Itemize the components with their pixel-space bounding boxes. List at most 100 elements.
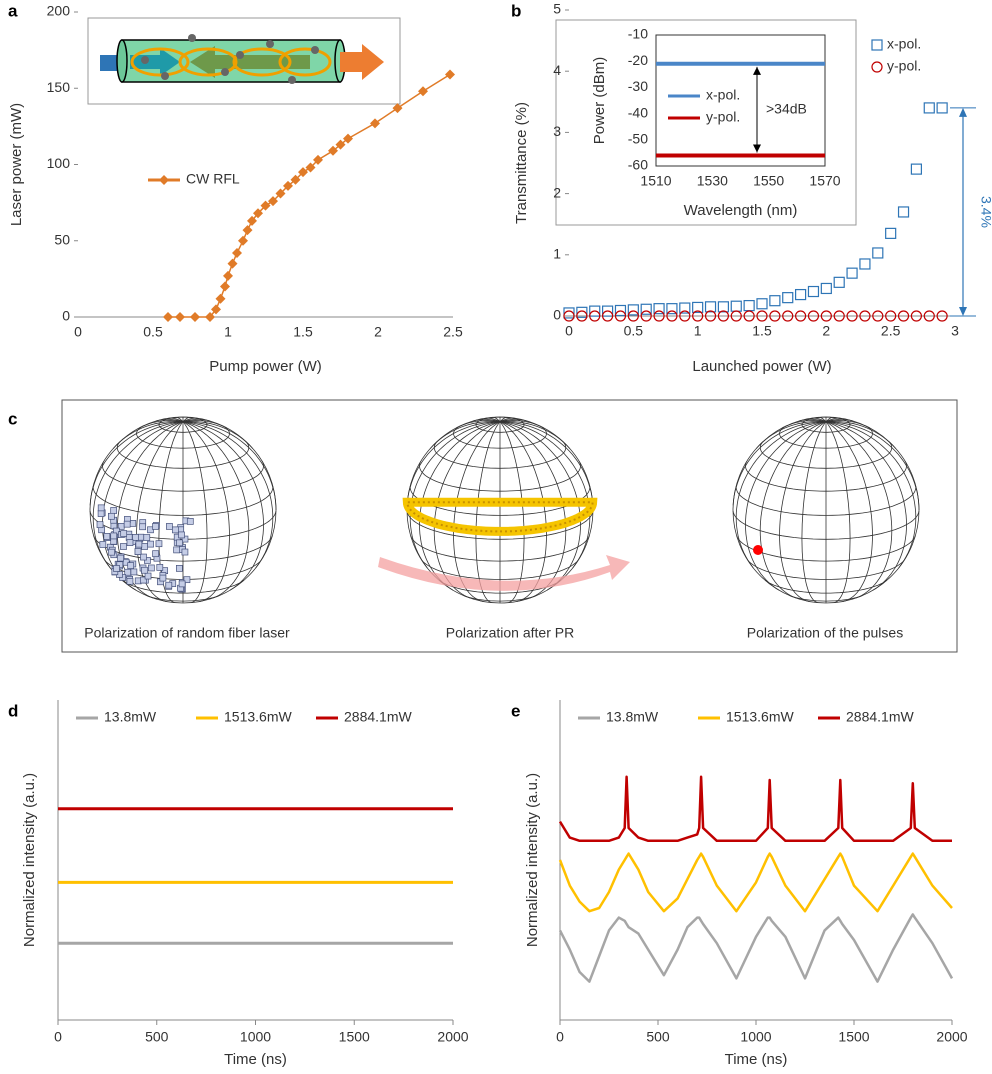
polarization-state	[113, 565, 120, 572]
marker	[614, 304, 627, 317]
marker	[313, 154, 323, 165]
marker	[260, 200, 271, 211]
arrow-head	[959, 107, 967, 117]
y-tick-label: -30	[628, 78, 648, 94]
y-tick-label: -20	[628, 52, 648, 68]
marker	[859, 258, 871, 270]
sphere-grid	[745, 461, 907, 492]
marker	[794, 288, 807, 301]
marker	[227, 258, 238, 269]
marker	[283, 180, 293, 191]
panel-c-frame	[61, 399, 958, 653]
polarization-state	[132, 534, 139, 541]
series-line	[168, 73, 451, 318]
marker	[305, 162, 316, 173]
y-tick-label: 150	[47, 79, 71, 95]
marker	[872, 310, 884, 322]
x-tick-label: 1500	[339, 1029, 370, 1045]
polarization-state	[166, 523, 173, 530]
output-arrow	[340, 44, 384, 80]
marker	[343, 133, 353, 144]
polarization-state	[127, 562, 135, 569]
x-tick-label: 500	[646, 1029, 670, 1045]
sphere-grid	[182, 421, 208, 603]
marker	[692, 310, 704, 322]
x-axis-title: Launched power (W)	[692, 358, 831, 375]
x-tick-label: 2000	[936, 1029, 967, 1045]
marker	[163, 312, 173, 322]
marker	[335, 139, 346, 150]
y-axis-title: Normalized intensity (a.u.)	[21, 773, 38, 947]
polarization-state	[97, 510, 105, 517]
polarization-state	[139, 523, 146, 531]
x-tick-label: 500	[145, 1029, 169, 1045]
legend-label: x-pol.	[887, 36, 921, 52]
marker	[871, 61, 883, 73]
marker	[730, 300, 742, 312]
sphere-grid	[182, 417, 198, 423]
marker	[576, 306, 588, 318]
marker	[859, 310, 871, 322]
marker	[923, 102, 935, 114]
marker	[730, 310, 742, 322]
y-tick-label: -10	[628, 26, 648, 42]
marker	[743, 310, 755, 322]
marker	[910, 163, 923, 175]
marker	[640, 303, 652, 315]
y-tick-label: 2	[553, 184, 561, 200]
sphere-grid	[499, 417, 515, 423]
polarization-state	[159, 574, 167, 582]
polarization-state	[181, 548, 189, 556]
sphere-grid	[410, 535, 590, 562]
legend-label: y-pol.	[887, 58, 921, 74]
arrow-head	[753, 144, 761, 153]
sphere-grid	[499, 421, 571, 449]
marker	[238, 235, 248, 246]
x-tick-label: 0	[54, 1029, 62, 1045]
x-tick-label: 2	[374, 324, 382, 340]
panel-label: a	[8, 1, 18, 20]
polarization-state	[144, 557, 151, 564]
panel-label: b	[511, 1, 521, 20]
marker	[640, 310, 652, 322]
marker	[807, 310, 820, 322]
series-line	[558, 775, 952, 843]
marker	[666, 303, 678, 315]
marker	[692, 301, 704, 314]
backward-arrow	[190, 46, 310, 78]
sphere-grid	[747, 560, 905, 580]
polarization-state	[117, 554, 124, 562]
marker	[247, 215, 257, 226]
marker	[175, 312, 185, 322]
marker	[601, 310, 614, 322]
marker	[275, 188, 286, 199]
scattering-loops	[130, 47, 332, 77]
sphere-grid	[499, 421, 591, 569]
sphere-grid	[158, 421, 184, 603]
sphere-grid	[825, 421, 851, 603]
polarization-state	[134, 548, 142, 555]
y-tick-label: 200	[47, 3, 71, 19]
y-tick-label: -60	[628, 157, 648, 173]
marker	[820, 282, 832, 295]
marker	[794, 310, 807, 322]
sphere-outline	[732, 416, 920, 604]
sphere-grid	[825, 421, 917, 569]
sphere-grid	[759, 421, 827, 599]
y-axis-title: Normalized intensity (a.u.)	[524, 773, 541, 947]
polarization-state	[130, 568, 138, 576]
marker	[769, 295, 781, 307]
x-tick-label: 1.5	[752, 323, 772, 339]
y-tick-label: -40	[628, 104, 648, 120]
legend-label: x-pol.	[706, 87, 740, 103]
marker	[190, 312, 200, 322]
marker	[756, 298, 768, 310]
polarization-ring	[402, 497, 598, 536]
marker	[885, 310, 897, 322]
y-axis-title: Laser power (mW)	[8, 103, 25, 226]
x-axis-title: Pump power (W)	[209, 358, 322, 375]
marker	[704, 301, 717, 313]
sphere-grid	[419, 461, 581, 492]
marker	[769, 310, 781, 322]
marker	[743, 299, 755, 312]
